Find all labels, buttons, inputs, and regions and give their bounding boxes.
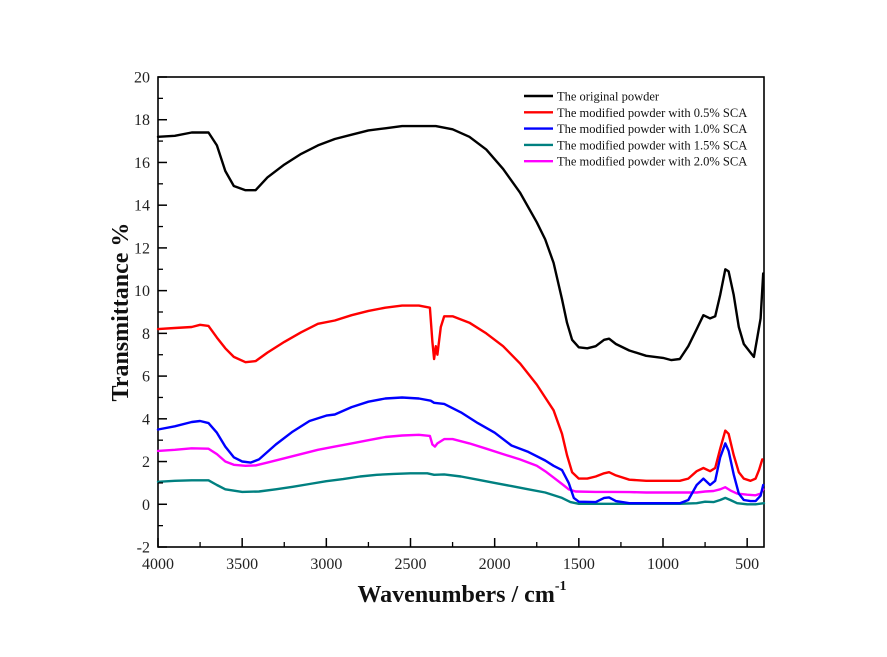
legend: The original powder The modified powder w… [524, 90, 747, 169]
x-tick-label: 1000 [647, 556, 679, 573]
y-axis: -2 0 2 4 6 8 10 12 14 16 18 20 [134, 70, 167, 557]
x-tick-label: 1500 [563, 556, 595, 573]
legend-label: The original powder [557, 90, 660, 104]
y-tick-label: 18 [134, 112, 150, 129]
series-line-4 [156, 433, 765, 497]
series-line-0 [156, 124, 765, 362]
x-axis-title-superscript: -1 [555, 579, 567, 594]
x-axis-title-text: Wavenumbers / cm [358, 582, 555, 608]
y-tick-label: 4 [142, 411, 150, 428]
series-group [156, 124, 766, 506]
legend-label: The modified powder with 1.5% SCA [557, 138, 747, 152]
x-tick-label: 4000 [142, 556, 174, 573]
legend-label: The modified powder with 2.0% SCA [557, 155, 747, 169]
y-tick-label: 12 [134, 240, 150, 257]
y-tick-label: 6 [142, 369, 150, 386]
x-tick-label: 500 [735, 556, 759, 573]
x-axis: 4000 3500 3000 2500 2000 1500 1000 500 [142, 538, 759, 573]
y-tick-label: 16 [134, 155, 150, 172]
x-tick-label: 2500 [395, 556, 427, 573]
y-tick-label: -2 [137, 540, 150, 557]
y-tick-label: 2 [142, 454, 150, 471]
x-tick-label: 3000 [310, 556, 342, 573]
series-line-3 [156, 472, 766, 506]
y-tick-label: 14 [134, 198, 150, 215]
y-tick-label: 0 [142, 497, 150, 514]
y-tick-label: 8 [142, 326, 150, 343]
y-tick-label: 10 [134, 283, 150, 300]
legend-label: The modified powder with 0.5% SCA [557, 106, 747, 120]
x-axis-title: Wavenumbers / cm-1 [358, 579, 567, 608]
y-axis-title: Transmittance % [108, 223, 134, 402]
series-line-1 [156, 304, 764, 482]
x-tick-label: 3500 [226, 556, 258, 573]
y-tick-label: 20 [134, 70, 150, 87]
series-line-2 [156, 396, 765, 505]
legend-label: The modified powder with 1.0% SCA [557, 122, 747, 136]
x-tick-label: 2000 [479, 556, 511, 573]
